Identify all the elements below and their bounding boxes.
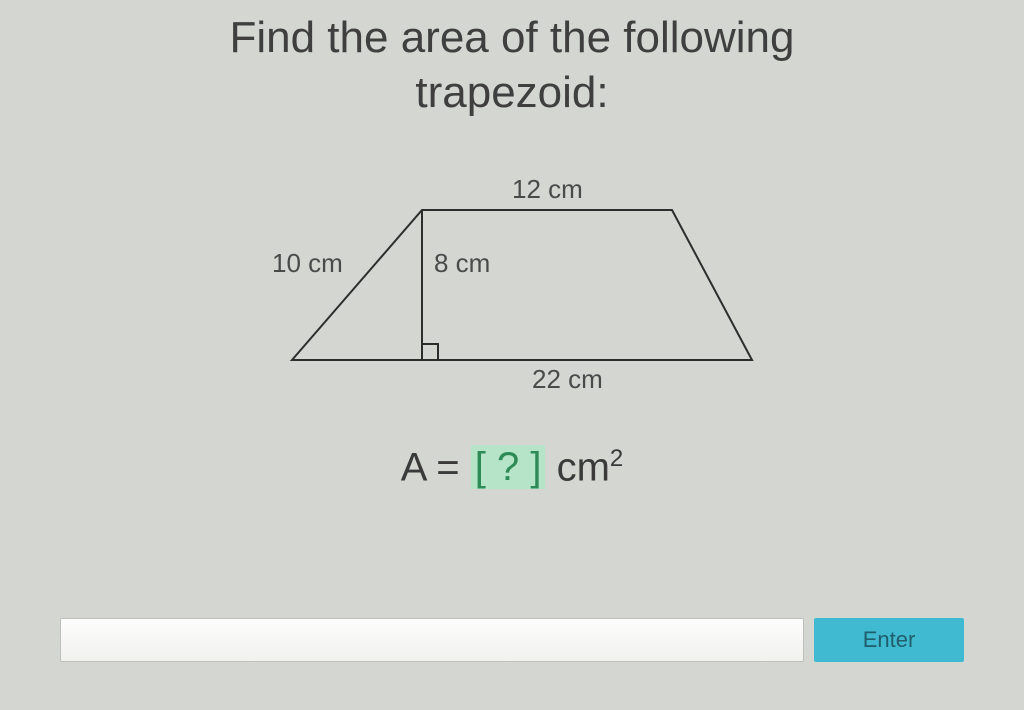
trapezoid-figure: 12 cm 22 cm 10 cm 8 cm [232, 170, 792, 390]
label-bottom: 22 cm [532, 364, 603, 395]
formula-prefix: A = [401, 445, 471, 489]
answer-input[interactable] [60, 618, 804, 662]
formula-suffix: cm [545, 445, 609, 489]
label-left-slant: 10 cm [272, 248, 343, 279]
enter-button[interactable]: Enter [814, 618, 964, 662]
question-title: Find the area of the following trapezoid… [0, 0, 1024, 120]
title-line-1: Find the area of the following [229, 13, 794, 62]
formula-exponent: 2 [610, 445, 623, 472]
answer-placeholder: [ ? ] [471, 445, 546, 489]
formula: A = [ ? ] cm2 [0, 445, 1024, 490]
title-line-2: trapezoid: [415, 68, 608, 117]
label-top: 12 cm [512, 174, 583, 205]
input-row: Enter [60, 618, 964, 662]
label-height: 8 cm [434, 248, 490, 279]
